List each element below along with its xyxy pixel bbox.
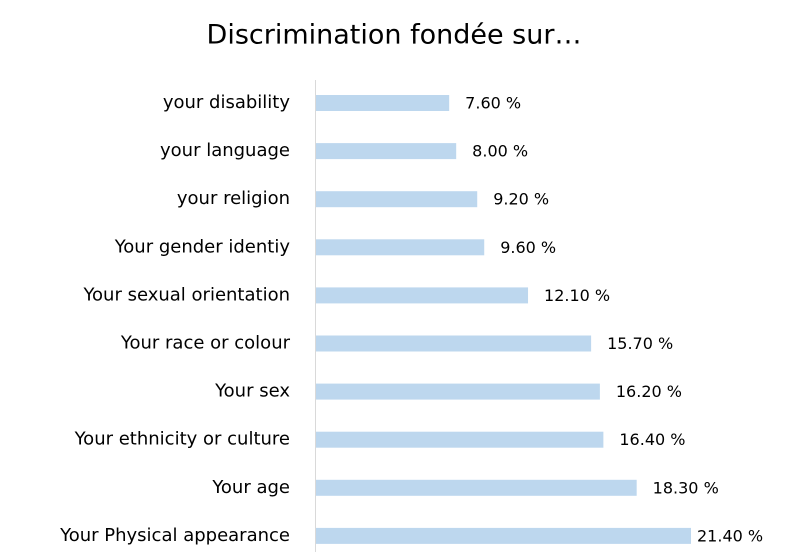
bar <box>316 143 457 160</box>
category-label: your religion <box>177 188 290 209</box>
category-label: Your ethnicity or culture <box>74 429 290 450</box>
value-label: 9.60 % <box>500 238 556 257</box>
value-label: 16.20 % <box>616 382 682 401</box>
value-label: 12.10 % <box>544 286 610 305</box>
category-label: your language <box>160 140 290 161</box>
value-label: 15.70 % <box>607 334 673 353</box>
bar <box>316 95 450 111</box>
bar <box>316 239 485 256</box>
value-label: 18.30 % <box>653 478 719 497</box>
value-label: 9.20 % <box>493 190 549 209</box>
category-label: Your gender identiy <box>114 236 291 257</box>
category-label: Your Physical appearance <box>59 525 290 546</box>
bar <box>316 335 592 352</box>
chart-title: Discrimination fondée sur… <box>207 20 582 51</box>
value-label: 8.00 % <box>472 142 528 161</box>
category-label: Your race or colour <box>120 333 291 354</box>
category-label: Your sexual orientation <box>82 284 290 305</box>
bar <box>316 527 691 544</box>
value-label: 7.60 % <box>465 94 521 113</box>
value-label: 16.40 % <box>619 430 685 449</box>
bar <box>316 191 478 208</box>
value-label: 21.40 % <box>697 526 763 545</box>
category-label: Your sex <box>214 381 290 402</box>
bar <box>316 287 529 304</box>
bar <box>316 431 604 448</box>
bar <box>316 479 637 496</box>
category-label: Your age <box>211 477 290 498</box>
category-label: your disability <box>163 92 291 113</box>
bar <box>316 383 600 400</box>
